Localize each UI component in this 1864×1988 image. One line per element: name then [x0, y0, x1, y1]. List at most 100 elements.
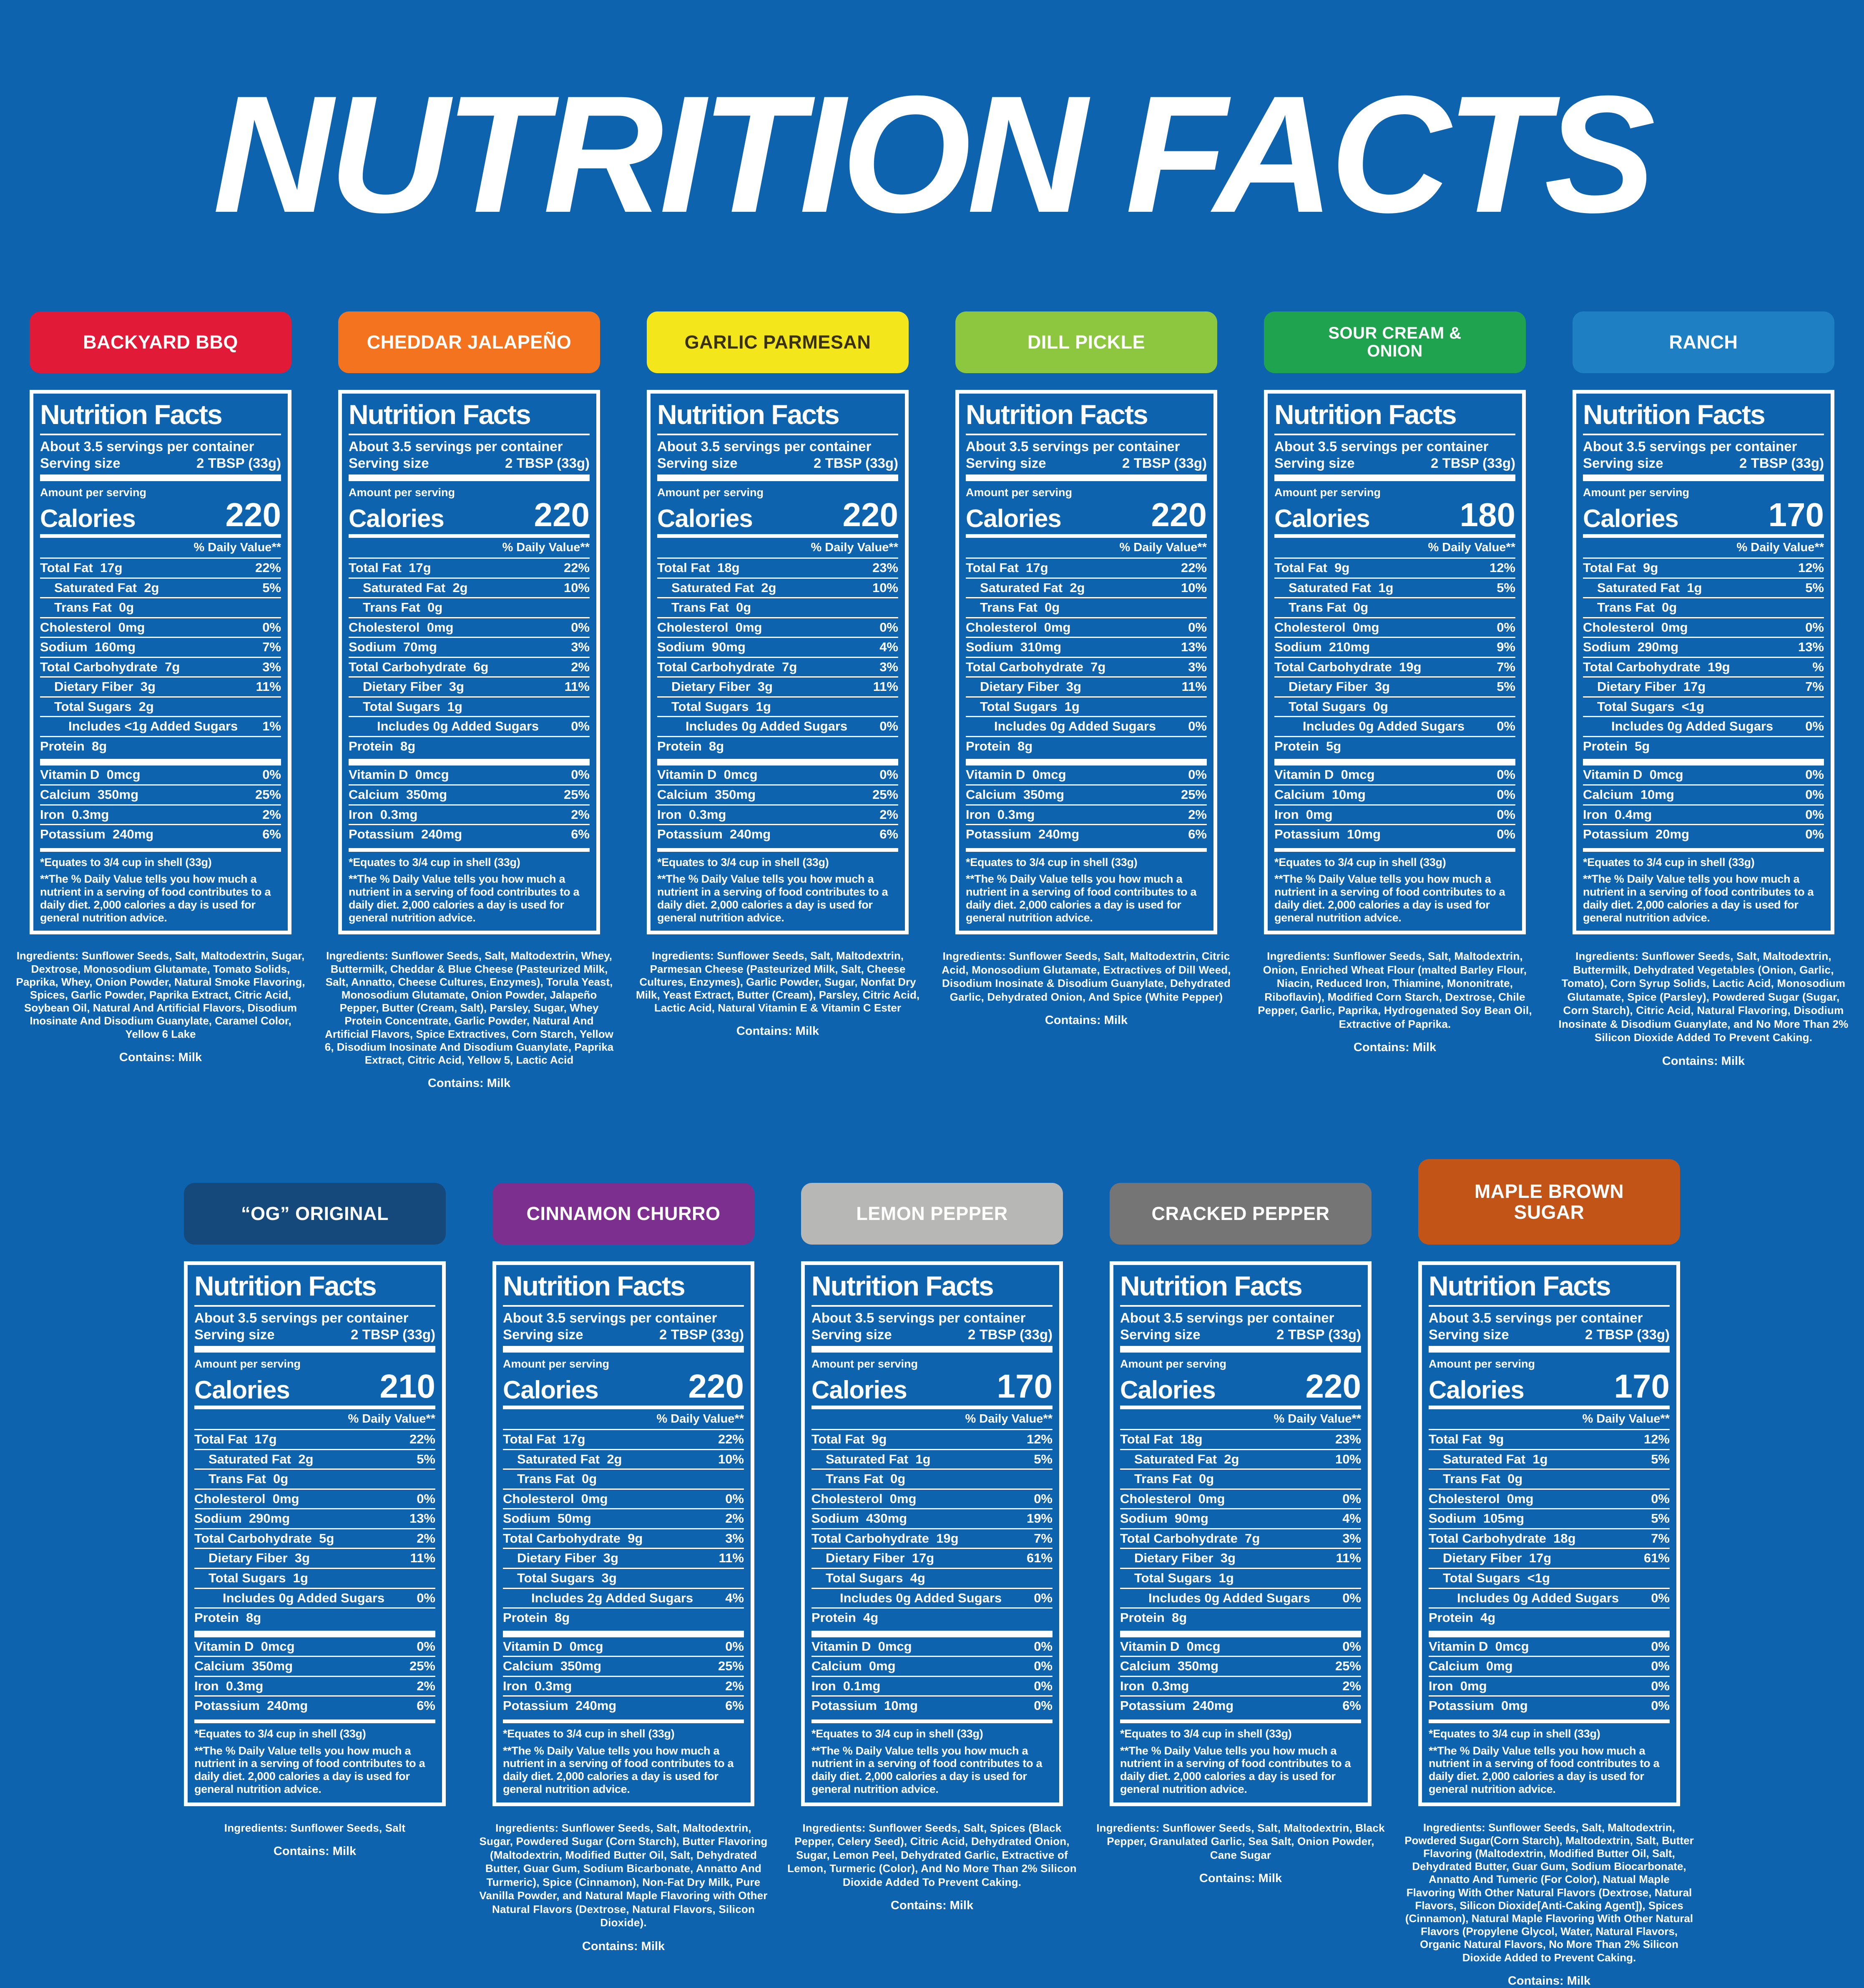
footnote-daily-value: **The % Daily Value tells you how much a… [40, 873, 271, 924]
nutrient-daily-value: 0% [725, 1491, 744, 1506]
vitamin-label: Iron 0.3mg [966, 807, 1035, 822]
nutrient-row-trans_fat: Trans Fat 0g [503, 1468, 744, 1488]
nutrition-panel: Nutrition Facts About 3.5 servings per co… [492, 1261, 754, 1806]
nutrient-row-cholesterol: Cholesterol 0mg 0% [349, 617, 590, 637]
vitamin-daily-value: 0% [1651, 1659, 1670, 1674]
nutrient-daily-value: 22% [255, 560, 281, 575]
footnotes: *Equates to 3/4 cup in shell (33g) **The … [349, 856, 590, 924]
servings-per-container: About 3.5 servings per container [194, 1310, 409, 1326]
calories-label: Calories [40, 505, 136, 532]
calories-row: Calories 220 [966, 498, 1207, 532]
flavor-badge: GARLIC PARMESAN [647, 311, 909, 373]
nutrient-daily-value: 2% [725, 1511, 744, 1526]
contains-statement: Contains: Milk [119, 1050, 202, 1064]
serving-size-row: Serving size 2 TBSP (33g) [1274, 455, 1515, 471]
nutrient-label: Protein 8g [194, 1610, 261, 1625]
ingredients-text: Ingredients: Sunflower Seeds, Salt, Malt… [1404, 1821, 1694, 1964]
nutrient-label: Includes 0g Added Sugars [1303, 719, 1465, 734]
nutrient-row-cholesterol: Cholesterol 0mg 0% [1120, 1488, 1361, 1509]
nutrient-row-dietary_fiber: Dietary Fiber 3g 11% [966, 676, 1207, 696]
footnote-daily-value: **The % Daily Value tells you how much a… [1583, 873, 1814, 924]
footnote-daily-value: **The % Daily Value tells you how much a… [1429, 1744, 1660, 1795]
amount-per-serving-label: Amount per serving [1120, 1358, 1227, 1371]
flavor-badge: DILL PICKLE [955, 311, 1217, 373]
nutrient-row-cholesterol: Cholesterol 0mg 0% [1583, 617, 1824, 637]
nutrient-label: Trans Fat 0g [1134, 1471, 1214, 1486]
vitamin-row-iron: Iron 0.3mg 2% [966, 804, 1207, 824]
ingredients-label: Ingredients: [1423, 1821, 1489, 1834]
footnote-equates: *Equates to 3/4 cup in shell (33g) [1274, 856, 1446, 868]
vitamin-daily-value: 0% [1497, 827, 1515, 842]
separator-thick [657, 759, 898, 766]
nutrient-row-dietary_fiber: Dietary Fiber 3g 11% [1120, 1548, 1361, 1568]
nutrient-row-sodium: Sodium 70mg 3% [349, 637, 590, 657]
nutrient-daily-value: 10% [1335, 1451, 1361, 1466]
nutrient-label: Trans Fat 0g [1443, 1471, 1523, 1486]
vitamin-daily-value: 2% [571, 807, 590, 822]
vitamin-daily-value: 2% [417, 1678, 435, 1693]
nutrient-daily-value: 12% [1798, 560, 1824, 575]
serving-size-label: Serving size [966, 455, 1046, 471]
ingredients-text: Ingredients: Sunflower Seeds, Salt, Spic… [787, 1821, 1077, 1888]
nutrient-row-sodium: Sodium 290mg 13% [1583, 637, 1824, 657]
footnote-daily-value: **The % Daily Value tells you how much a… [657, 873, 888, 924]
nutrient-label: Protein 8g [657, 738, 724, 753]
nutrient-row-sodium: Sodium 160mg 7% [40, 637, 281, 657]
vitamin-row-calcium: Calcium 0mg 0% [1429, 1656, 1670, 1676]
nutrition-panel: Nutrition Facts About 3.5 servings per co… [30, 390, 291, 935]
nutrient-daily-value: 3% [262, 659, 281, 674]
nutrient-daily-value: 11% [410, 1551, 435, 1566]
separator-medium [349, 848, 590, 852]
nutrient-row-saturated_fat: Saturated Fat 1g 5% [1583, 577, 1824, 597]
serving-size-label: Serving size [1429, 1327, 1509, 1343]
nutrient-row-added_sugars: Includes 0g Added Sugars 0% [1429, 1587, 1670, 1608]
calories-value: 220 [1305, 1368, 1361, 1405]
nutrient-daily-value: 23% [1335, 1432, 1361, 1447]
daily-value-header: % Daily Value** [811, 541, 898, 554]
vitamin-row-vitamin_d: Vitamin D 0mcg 0% [194, 1637, 435, 1656]
nutrient-label: Cholesterol 0mg [811, 1491, 917, 1506]
ingredients-text: Ingredients: Sunflower Seeds, Salt, Malt… [636, 949, 920, 1014]
vitamin-label: Vitamin D 0mcg [1120, 1639, 1221, 1654]
flavor-badge-wrap: GARLIC PARMESAN [647, 311, 909, 373]
flavor-row-1: BACKYARD BBQ Nutrition Facts About 3.5 ser… [0, 311, 1864, 1090]
nutrient-row-added_sugars: Includes <1g Added Sugars 1% [40, 716, 281, 736]
separator-thick [1274, 759, 1515, 766]
calories-value: 220 [688, 1368, 744, 1405]
separator-thick [1274, 474, 1515, 481]
nutrient-row-protein: Protein 8g [503, 1607, 744, 1627]
nutrient-row-trans_fat: Trans Fat 0g [1120, 1468, 1361, 1488]
vitamin-row-calcium: Calcium 350mg 25% [657, 784, 898, 804]
vitamin-label: Vitamin D 0mcg [1429, 1639, 1529, 1654]
vitamin-daily-value: 2% [1342, 1678, 1361, 1693]
footnote-daily-value: **The % Daily Value tells you how much a… [966, 873, 1197, 924]
separator-thick [811, 1346, 1053, 1353]
nutrient-daily-value: 3% [725, 1531, 744, 1546]
serving-size-label: Serving size [1583, 455, 1663, 471]
vitamin-label: Calcium 350mg [194, 1659, 293, 1674]
ingredients-label: Ingredients: [1096, 1821, 1163, 1834]
daily-value-header: % Daily Value** [1582, 1412, 1670, 1426]
vitamin-label: Calcium 10mg [1583, 787, 1674, 802]
vitamin-row-calcium: Calcium 350mg 25% [966, 784, 1207, 804]
vitamin-row-vitamin_d: Vitamin D 0mcg 0% [40, 766, 281, 784]
servings-per-container: About 3.5 servings per container [1120, 1310, 1334, 1326]
contains-statement: Contains: Milk [1353, 1041, 1437, 1054]
flavor-badge: CRACKED PEPPER [1110, 1183, 1372, 1245]
nutrient-row-dietary_fiber: Dietary Fiber 3g 11% [503, 1548, 744, 1568]
vitamin-daily-value: 6% [571, 827, 590, 842]
vitamin-label: Potassium 240mg [40, 827, 154, 842]
vitamin-row-potassium: Potassium 10mg 0% [1274, 824, 1515, 844]
nutrient-label: Dietary Fiber 17g [1443, 1551, 1552, 1566]
nutrient-row-sodium: Sodium 430mg 19% [811, 1508, 1053, 1528]
daily-value-header: % Daily Value** [1428, 541, 1515, 554]
nutrient-daily-value: 0% [417, 1491, 435, 1506]
contains-statement: Contains: Milk [582, 1939, 665, 1953]
flavor-column: LEMON PEPPER Nutrition Facts About 3.5 ser… [787, 1159, 1077, 1988]
nutrient-label: Trans Fat 0g [363, 600, 443, 615]
servings-per-container: About 3.5 servings per container [40, 439, 254, 454]
separator-medium [194, 1406, 435, 1410]
nutrient-label: Total Carbohydrate 19g [1583, 659, 1730, 674]
vitamin-daily-value: 0% [262, 767, 281, 782]
calories-label: Calories [1583, 505, 1679, 532]
